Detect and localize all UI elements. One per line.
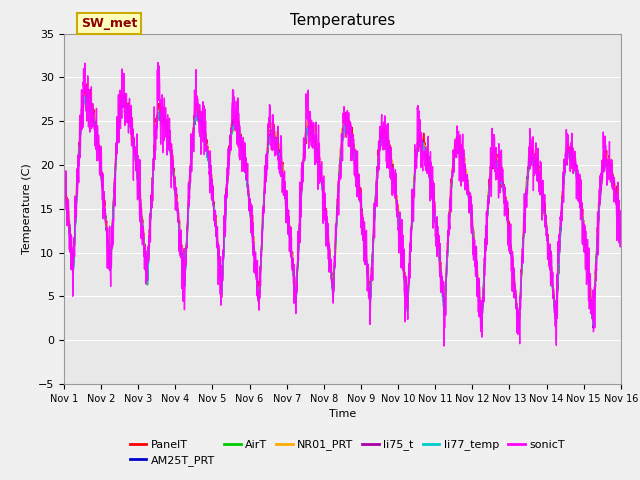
Legend: PanelT, AM25T_PRT, AirT, NR01_PRT, li75_t, li77_temp, sonicT: PanelT, AM25T_PRT, AirT, NR01_PRT, li75_… <box>125 435 569 470</box>
Text: SW_met: SW_met <box>81 17 137 30</box>
Y-axis label: Temperature (C): Temperature (C) <box>22 163 33 254</box>
Title: Temperatures: Temperatures <box>290 13 395 28</box>
X-axis label: Time: Time <box>329 409 356 419</box>
